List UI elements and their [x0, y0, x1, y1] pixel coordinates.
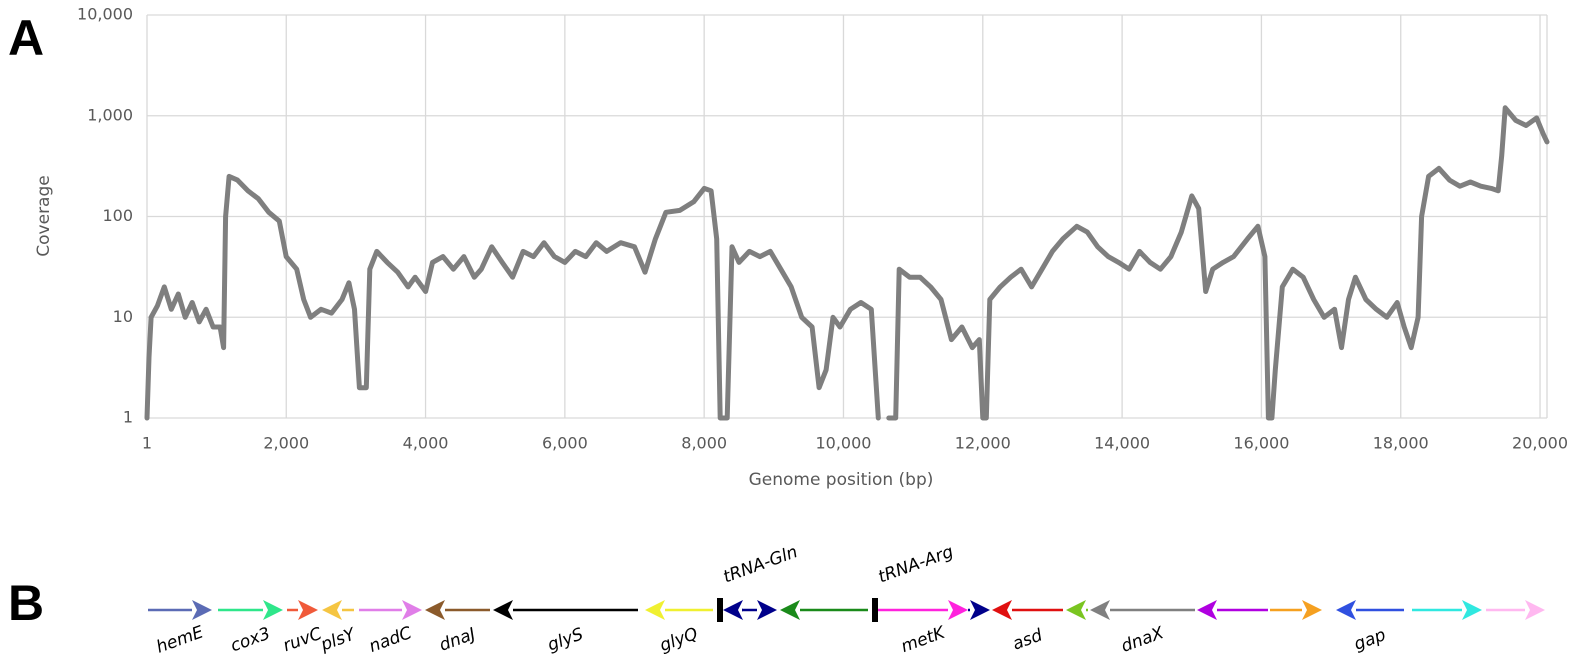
coverage-line: [144, 105, 1550, 421]
gene-label: glyQ: [657, 624, 700, 656]
y-tick-label: 10: [113, 307, 133, 326]
gene-arrowhead: [992, 600, 1012, 620]
x-tick-label: 1: [142, 434, 152, 453]
trna-bar: [717, 598, 723, 622]
gene-arrowhead: [970, 600, 990, 620]
x-tick-label: 10,000: [815, 434, 871, 453]
gene-arrowhead: [1336, 600, 1356, 620]
x-tick-label: 20,000: [1512, 434, 1568, 453]
y-axis-title: Coverage: [34, 175, 54, 256]
y-tick-label: 1: [123, 408, 133, 427]
gene-arrowhead: [263, 600, 283, 620]
x-tick-label: 12,000: [955, 434, 1011, 453]
x-tick-label: 16,000: [1233, 434, 1289, 453]
panel-label: A: [8, 10, 44, 66]
gene-label: nadC: [366, 623, 414, 657]
gene-arrowhead: [402, 600, 422, 620]
gene-arrowhead: [645, 600, 665, 620]
gene-label: ruvC: [280, 624, 324, 656]
gene-arrowhead: [723, 600, 743, 620]
gene-arrowhead: [948, 600, 968, 620]
gene-arrowhead: [1197, 600, 1217, 620]
gene-label: gap: [1352, 625, 1389, 655]
x-tick-label: 4,000: [403, 434, 449, 453]
gene-label: asd: [1010, 625, 1045, 654]
x-axis-title: Genome position (bp): [749, 470, 934, 490]
gene-arrowhead: [1066, 600, 1086, 620]
x-tick-label: 14,000: [1094, 434, 1150, 453]
gene-arrowhead: [192, 600, 212, 620]
trna-bar: [872, 598, 878, 622]
gene-arrowhead: [1090, 600, 1110, 620]
y-tick-label: 100: [102, 206, 133, 225]
gene-arrowhead: [1462, 600, 1482, 620]
gene-arrowhead: [1302, 600, 1322, 620]
gene-label: metK: [899, 622, 950, 657]
gene-label: glyS: [545, 624, 586, 655]
y-tick-label: 1,000: [87, 105, 133, 124]
gene-label: tRNA-Gln: [721, 542, 801, 587]
gene-label: cox3: [228, 624, 273, 657]
x-tick-label: 18,000: [1373, 434, 1429, 453]
gene-label: plsY: [317, 624, 359, 656]
gene-arrowhead: [493, 600, 513, 620]
gene-arrowhead: [1525, 600, 1545, 620]
x-tick-label: 8,000: [681, 434, 727, 453]
x-tick-label: 2,000: [263, 434, 309, 453]
y-tick-label: 10,000: [77, 5, 133, 24]
gene-label: dnaJ: [437, 624, 479, 655]
gene-arrowhead: [425, 600, 445, 620]
gene-arrowhead: [757, 600, 777, 620]
gene-label: hemE: [154, 622, 207, 657]
panel-label: B: [8, 575, 44, 631]
gene-arrowhead: [298, 600, 318, 620]
gene-label: dnaX: [1119, 623, 1167, 657]
gene-arrowhead: [322, 600, 342, 620]
gene-label: tRNA-Arg: [876, 542, 957, 588]
x-tick-label: 6,000: [542, 434, 588, 453]
gene-arrowhead: [780, 600, 800, 620]
